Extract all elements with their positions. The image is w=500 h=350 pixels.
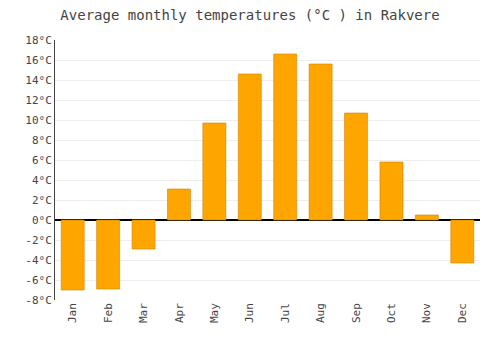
svg-text:18°C: 18°C — [25, 34, 52, 47]
svg-text:Jan: Jan — [66, 303, 79, 323]
svg-text:4°C: 4°C — [32, 174, 52, 187]
svg-text:May: May — [208, 303, 221, 323]
svg-text:Mar: Mar — [137, 303, 150, 323]
svg-text:10°C: 10°C — [25, 114, 52, 127]
svg-text:2°C: 2°C — [32, 194, 52, 207]
svg-text:Nov: Nov — [420, 303, 433, 323]
svg-text:Oct: Oct — [385, 303, 398, 323]
svg-text:-6°C: -6°C — [25, 274, 52, 287]
svg-text:Jul: Jul — [279, 303, 292, 323]
svg-text:0°C: 0°C — [32, 214, 52, 227]
svg-text:14°C: 14°C — [25, 74, 52, 87]
svg-text:16°C: 16°C — [25, 54, 52, 67]
svg-text:Sep: Sep — [350, 303, 363, 323]
svg-text:-2°C: -2°C — [25, 234, 52, 247]
svg-text:Jun: Jun — [243, 303, 256, 323]
svg-text:Average monthly temperatures (: Average monthly temperatures (°C ) in Ra… — [60, 7, 439, 23]
svg-text:12°C: 12°C — [25, 94, 52, 107]
svg-text:6°C: 6°C — [32, 154, 52, 167]
svg-text:Feb: Feb — [102, 303, 115, 323]
svg-text:Dec: Dec — [456, 303, 469, 323]
svg-text:Aug: Aug — [314, 303, 327, 323]
svg-text:Apr: Apr — [173, 303, 186, 323]
svg-text:-4°C: -4°C — [25, 254, 52, 267]
svg-text:8°C: 8°C — [32, 134, 52, 147]
svg-text:-8°C: -8°C — [25, 294, 52, 307]
